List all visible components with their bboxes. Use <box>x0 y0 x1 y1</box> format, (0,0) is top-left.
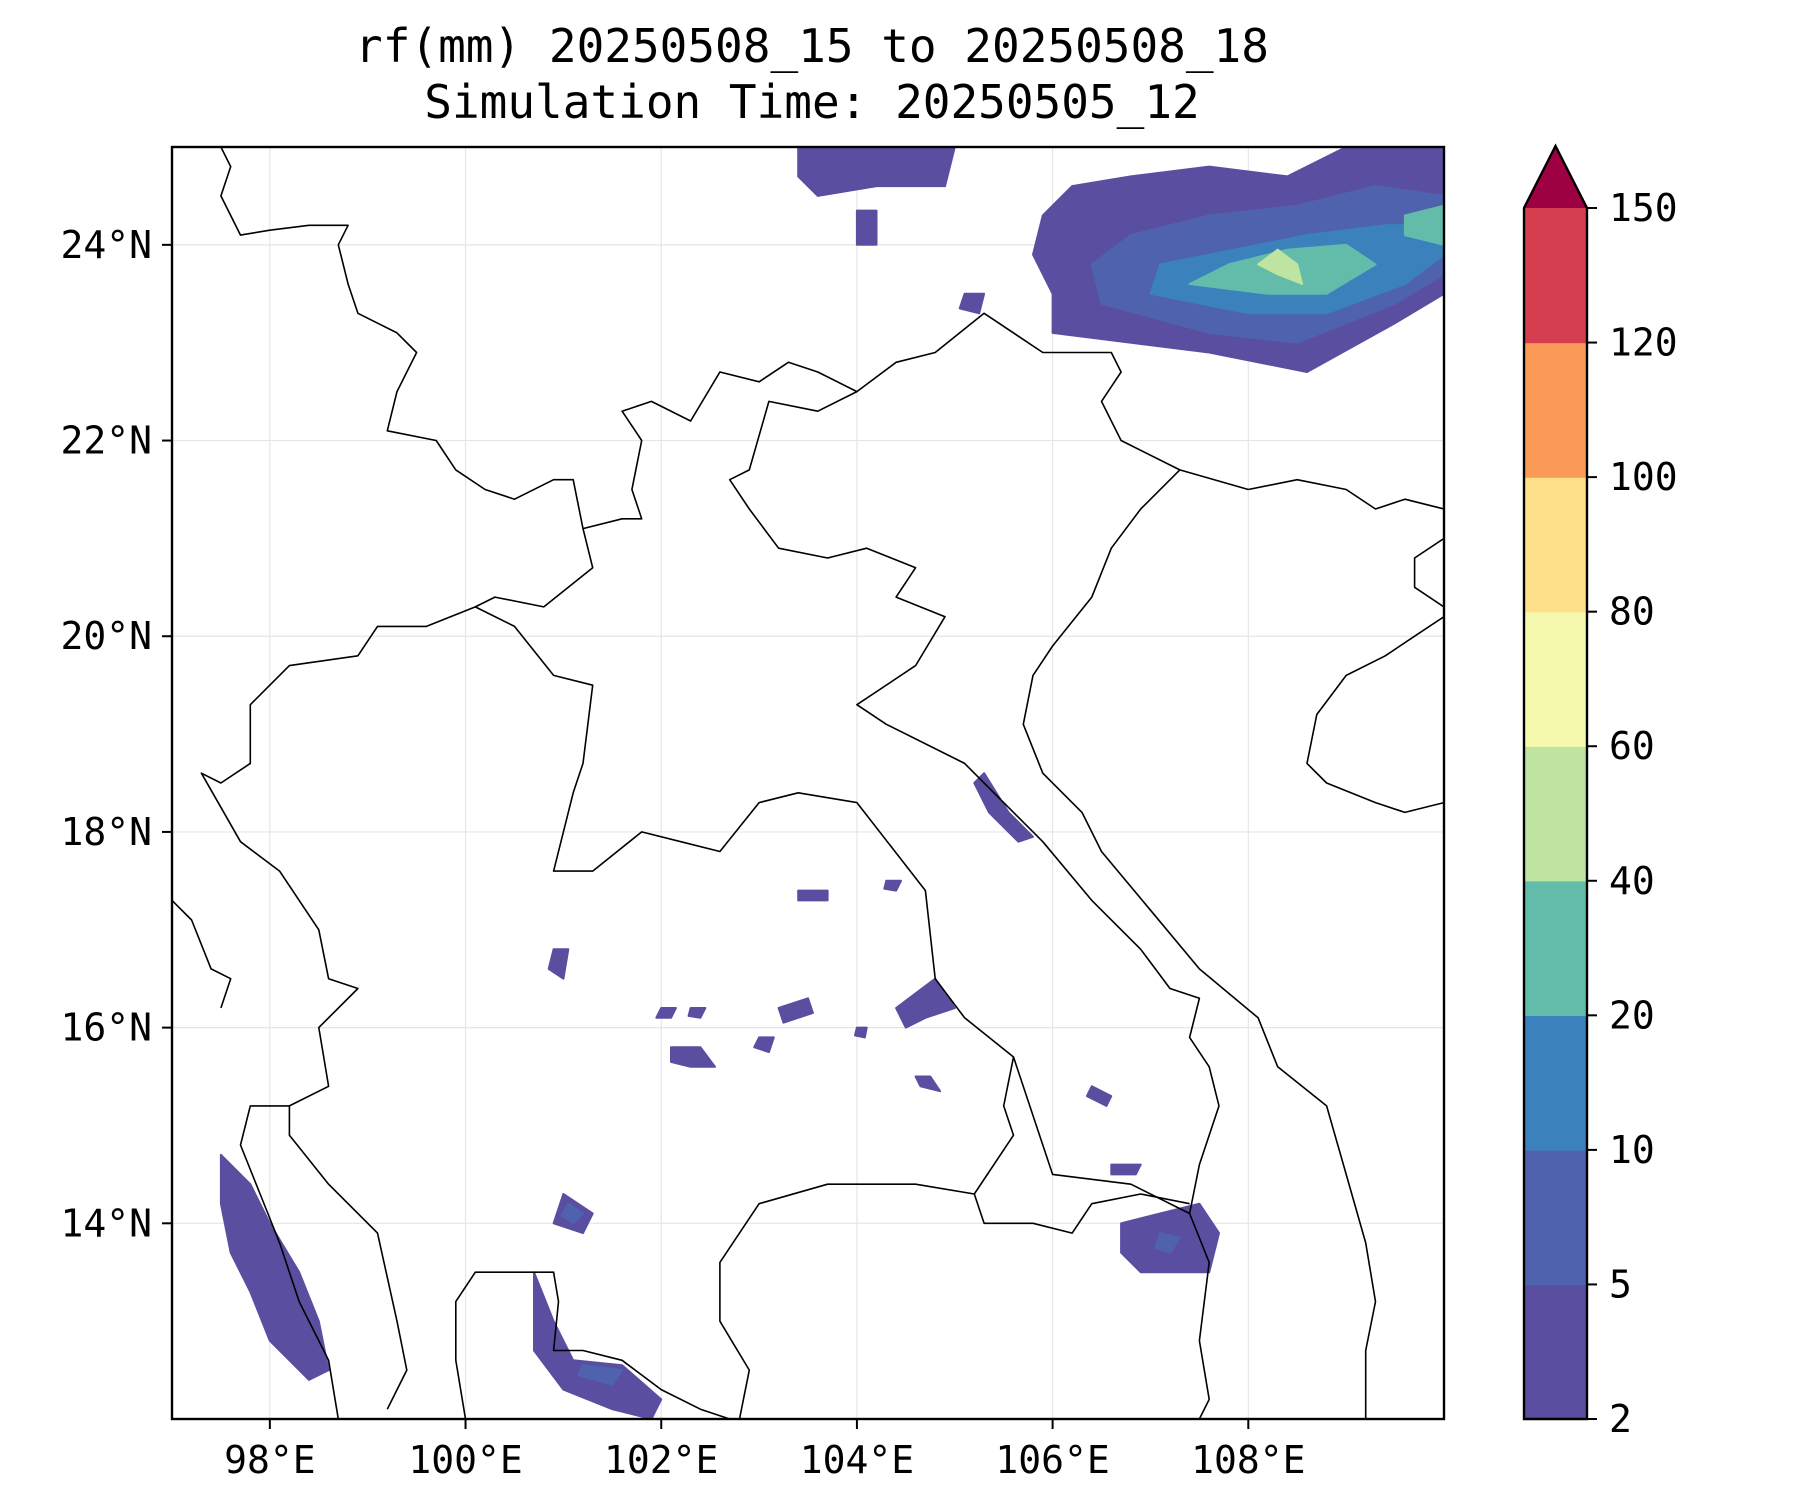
colorbar-label: 150 <box>1609 186 1678 230</box>
colorbar-label: 10 <box>1609 1128 1655 1172</box>
y-tick-label: 20°N <box>60 614 152 658</box>
rainfall-contour <box>883 879 902 892</box>
colorbar-outline <box>1522 143 1589 1421</box>
y-tick-label: 16°N <box>60 1006 152 1050</box>
rainfall-contour <box>854 1026 868 1039</box>
rainfall-contour <box>655 1007 677 1019</box>
country-border <box>200 528 594 1410</box>
colorbar-segment <box>1524 1015 1587 1151</box>
map-gridlines <box>172 147 1444 1419</box>
x-tick-label: 104°E <box>800 1438 914 1482</box>
coastline <box>1022 469 1377 1419</box>
y-tick-label: 14°N <box>60 1201 152 1245</box>
rainfall-contour <box>753 1036 775 1054</box>
colorbar: 2 5 10 20 40 60 80 100 120 150 <box>1522 143 1678 1441</box>
y-tick-label: 24°N <box>60 223 152 267</box>
rainfall-contour <box>687 1007 707 1019</box>
colorbar-segment <box>1524 1284 1587 1420</box>
colorbar-segment <box>1524 477 1587 613</box>
colorbar-segment <box>1524 880 1587 1016</box>
colorbar-label: 40 <box>1609 859 1655 903</box>
colorbar-label: 5 <box>1609 1262 1632 1306</box>
rainfall-contour <box>797 147 956 197</box>
rainfall-contour <box>797 889 829 902</box>
coastline <box>1248 478 1444 510</box>
x-tick-label: 108°E <box>1191 1438 1305 1482</box>
colorbar-label: 120 <box>1609 321 1678 365</box>
coastline <box>454 1271 730 1419</box>
map-frame <box>170 145 1446 1421</box>
rainfall-contour <box>777 997 814 1024</box>
x-tick-label: 100°E <box>408 1438 522 1482</box>
rainfall-contour <box>533 1271 663 1419</box>
rainfall-contour <box>577 1364 624 1386</box>
rainfall-contour <box>219 1153 330 1381</box>
rainfall-contour <box>973 772 1034 843</box>
x-axis-ticks: 98°E 100°E 102°E 104°E 106°E 108°E <box>224 1419 1306 1482</box>
country-border <box>973 1193 1190 1234</box>
rainfall-contour <box>1154 1232 1181 1254</box>
x-tick-label: 102°E <box>604 1438 718 1482</box>
rainfall-layer <box>219 147 1444 1419</box>
y-tick-label: 18°N <box>60 810 152 854</box>
x-tick-label: 98°E <box>224 1438 316 1482</box>
rainfall-contour <box>855 209 878 246</box>
coastline <box>1413 537 1444 608</box>
country-border <box>220 147 1249 530</box>
colorbar-label: 100 <box>1609 455 1678 499</box>
rainfall-contour <box>670 1046 716 1068</box>
map-background <box>172 147 1444 1419</box>
rainfall-contour <box>895 977 956 1029</box>
rainfall-contour <box>1257 248 1304 285</box>
country-border <box>1012 1056 1190 1215</box>
rainfall-contour <box>560 1202 584 1225</box>
rainfall-contour <box>914 1075 942 1093</box>
colorbar-extend-arrow <box>1524 146 1587 208</box>
rainfall-contour <box>958 292 986 315</box>
rainfall-contour <box>547 948 570 980</box>
title-line-2: Simulation Time: 20250505_12 <box>424 75 1199 129</box>
country-border <box>474 606 1015 1419</box>
country-border <box>728 390 1220 1419</box>
colorbar-label: 80 <box>1609 590 1655 634</box>
colorbar-segment <box>1524 208 1587 344</box>
x-tick-label: 106°E <box>995 1438 1109 1482</box>
colorbar-label: 20 <box>1609 993 1655 1037</box>
rainfall-contour <box>1110 1163 1142 1176</box>
colorbar-label: 2 <box>1609 1397 1632 1441</box>
colorbar-segment <box>1524 746 1587 882</box>
colorbar-segment <box>1524 342 1587 478</box>
coastline <box>172 899 232 1009</box>
rainfall-contour <box>1085 1085 1113 1107</box>
title-line-1: rf(mm) 20250508_15 to 20250508_18 <box>355 19 1269 73</box>
coastline <box>1306 616 1444 814</box>
coastline <box>239 1105 340 1419</box>
y-tick-label: 22°N <box>60 419 152 463</box>
colorbar-label: 60 <box>1609 724 1655 768</box>
rainfall-contour <box>1403 204 1444 246</box>
y-axis-ticks: 14°N 16°N 18°N 20°N 22°N 24°N <box>60 223 172 1245</box>
coastline-layer <box>172 147 1444 1419</box>
colorbar-segment <box>1524 1149 1587 1286</box>
colorbar-segment <box>1524 611 1587 747</box>
